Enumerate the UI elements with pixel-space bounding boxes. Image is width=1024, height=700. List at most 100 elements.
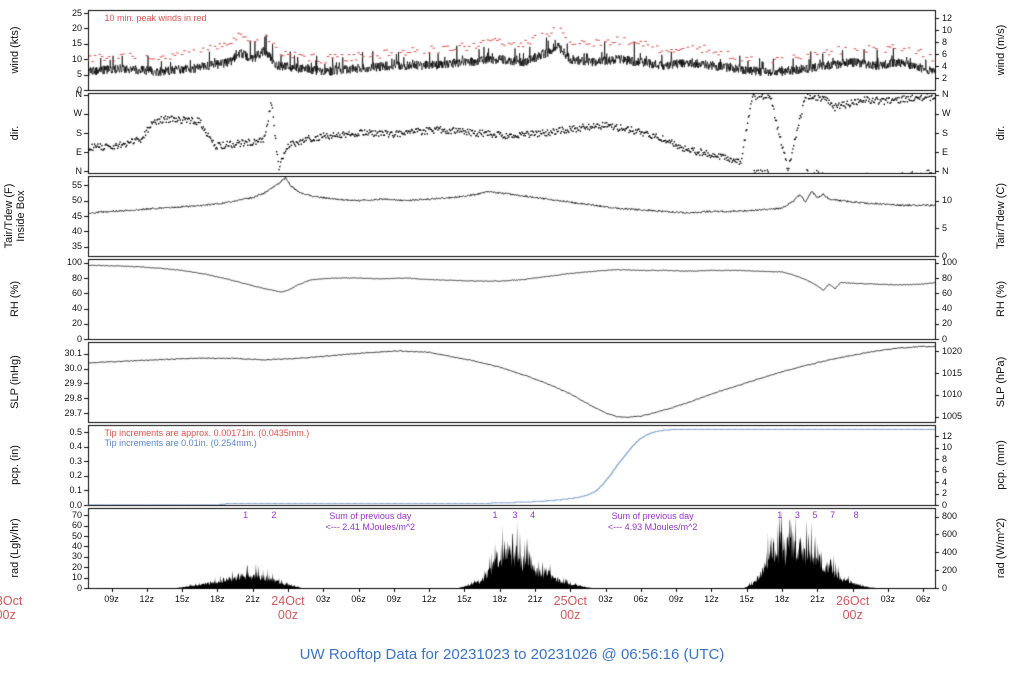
ytick-left-dir: E xyxy=(75,146,82,157)
ytick-left-rad: 30 xyxy=(71,551,82,562)
chart-annotation: 5 xyxy=(812,510,818,520)
figure-title: UW Rooftop Data for 20231023 to 20231026… xyxy=(299,646,725,663)
xtick-label: 18z xyxy=(492,594,507,604)
xtick-label: 15z xyxy=(457,594,472,604)
ytick-right-wind: 6 xyxy=(942,48,948,59)
xtick-label: 21z xyxy=(810,594,825,604)
ytick-left-dir: N xyxy=(75,165,83,176)
ytick-right-slp: 1020 xyxy=(942,345,963,356)
ytick-left-dir: S xyxy=(75,127,82,138)
chart-annotation: 2 xyxy=(271,510,277,520)
ytick-left-dir: N xyxy=(75,89,83,100)
axis-label-right-rad: rad (W/m^2) xyxy=(995,517,1007,579)
ytick-right-wind: 4 xyxy=(942,60,948,71)
chart-annotation: 1 xyxy=(492,510,498,520)
chart-annotation: 10 min. peak winds in red xyxy=(104,13,207,23)
ytick-left-tair: 40 xyxy=(71,225,82,236)
ytick-right-rh: 100 xyxy=(942,257,958,268)
chart-annotation: 3 xyxy=(512,510,518,520)
ytick-left-rh: 60 xyxy=(71,287,82,298)
ytick-left-rad: 10 xyxy=(71,572,82,583)
chart-annotation: Tip increments are 0.01in. (0.254mm.) xyxy=(104,438,257,448)
chart-annotation: 8 xyxy=(853,510,859,520)
ytick-right-pcp: 6 xyxy=(942,465,948,476)
ytick-right-tair: 5 xyxy=(942,222,948,233)
xtick-label: 15z xyxy=(174,594,190,604)
ytick-right-pcp: 8 xyxy=(942,453,948,464)
ytick-right-dir: S xyxy=(942,127,949,138)
ytick-right-tair: 10 xyxy=(942,195,953,206)
date-label: 23Oct00z xyxy=(0,594,23,622)
ytick-left-pcp: 0.3 xyxy=(69,455,82,466)
ytick-right-tair: 0 xyxy=(942,250,948,261)
ytick-left-pcp: 0.2 xyxy=(69,470,82,481)
xtick-label: 21z xyxy=(527,594,543,604)
ytick-left-tair: 55 xyxy=(71,179,82,190)
ytick-left-wind: 10 xyxy=(71,53,82,64)
ytick-right-rh: 20 xyxy=(942,318,953,329)
ytick-right-wind: 12 xyxy=(942,12,953,23)
xtick-label: 06z xyxy=(915,594,931,604)
ytick-left-slp: 30.1 xyxy=(64,348,82,359)
chart-annotation: 4 xyxy=(530,510,536,520)
xtick-label: 15z xyxy=(739,594,755,604)
ytick-right-rh: 0 xyxy=(942,333,948,344)
chart-annotation: 3 xyxy=(794,510,800,520)
ytick-left-rh: 80 xyxy=(71,272,82,283)
ytick-left-slp: 29.8 xyxy=(64,392,82,403)
ytick-left-rad: 70 xyxy=(71,509,82,520)
xtick-label: 09z xyxy=(386,594,402,604)
chart-annotation: 7 xyxy=(830,510,836,520)
date-label: 24Oct 00z xyxy=(271,594,305,622)
xtick-label: 06z xyxy=(351,594,366,604)
xtick-label: 12z xyxy=(704,594,719,604)
ytick-left-dir: W xyxy=(73,108,83,119)
xtick-label: 06z xyxy=(633,594,649,604)
ytick-right-rh: 80 xyxy=(942,272,953,283)
ytick-right-slp: 1015 xyxy=(942,367,963,378)
ytick-right-pcp: 4 xyxy=(942,476,948,487)
ytick-right-dir: W xyxy=(942,108,951,119)
ytick-right-slp: 1010 xyxy=(942,389,963,400)
ytick-right-pcp: 10 xyxy=(942,442,953,453)
ytick-left-rad: 20 xyxy=(71,561,82,572)
ytick-left-rh: 100 xyxy=(66,257,82,268)
xtick-label: 12z xyxy=(421,594,437,604)
ytick-right-wind: 8 xyxy=(942,36,948,47)
xtick-label: 09z xyxy=(104,594,119,604)
ytick-right-rad: 200 xyxy=(942,564,958,575)
ytick-left-rh: 20 xyxy=(71,318,82,329)
ytick-left-pcp: 0.5 xyxy=(69,426,82,437)
ytick-left-wind: 5 xyxy=(76,69,82,80)
chart-annotation: Tip increments are approx. 0.00171in. (0… xyxy=(104,428,310,438)
ytick-right-dir: N xyxy=(942,165,949,176)
ytick-left-wind: 20 xyxy=(71,22,82,33)
ytick-right-rad: 0 xyxy=(942,582,948,593)
ytick-right-wind: 10 xyxy=(942,24,953,35)
xtick-label: 03z xyxy=(880,594,896,604)
ytick-left-wind: 25 xyxy=(71,7,82,18)
ytick-left-slp: 29.9 xyxy=(64,377,82,388)
ytick-right-pcp: 0 xyxy=(942,499,948,510)
chart-annotation: Sum of previous day <--- 2.41 MJoules/m^2 xyxy=(325,511,416,532)
xtick-label: 18z xyxy=(210,594,225,604)
ytick-left-rh: 0 xyxy=(76,333,82,344)
ytick-left-pcp: 0.0 xyxy=(69,499,82,510)
ytick-left-rad: 50 xyxy=(71,530,82,541)
ytick-left-wind: 0 xyxy=(76,84,82,95)
ytick-right-wind: 2 xyxy=(942,72,948,83)
ytick-right-slp: 1005 xyxy=(942,411,963,422)
ytick-right-pcp: 12 xyxy=(942,430,953,441)
ytick-left-pcp: 0.1 xyxy=(69,484,82,495)
date-label: 26Oct 00z xyxy=(835,594,870,622)
ytick-right-rh: 40 xyxy=(942,303,953,314)
ytick-left-rad: 0 xyxy=(76,582,82,593)
ytick-right-pcp: 2 xyxy=(942,488,948,499)
ytick-left-tair: 45 xyxy=(71,210,82,221)
ytick-right-rad: 800 xyxy=(942,511,958,522)
ytick-right-rad: 600 xyxy=(942,528,958,539)
ytick-right-rh: 60 xyxy=(942,287,953,298)
